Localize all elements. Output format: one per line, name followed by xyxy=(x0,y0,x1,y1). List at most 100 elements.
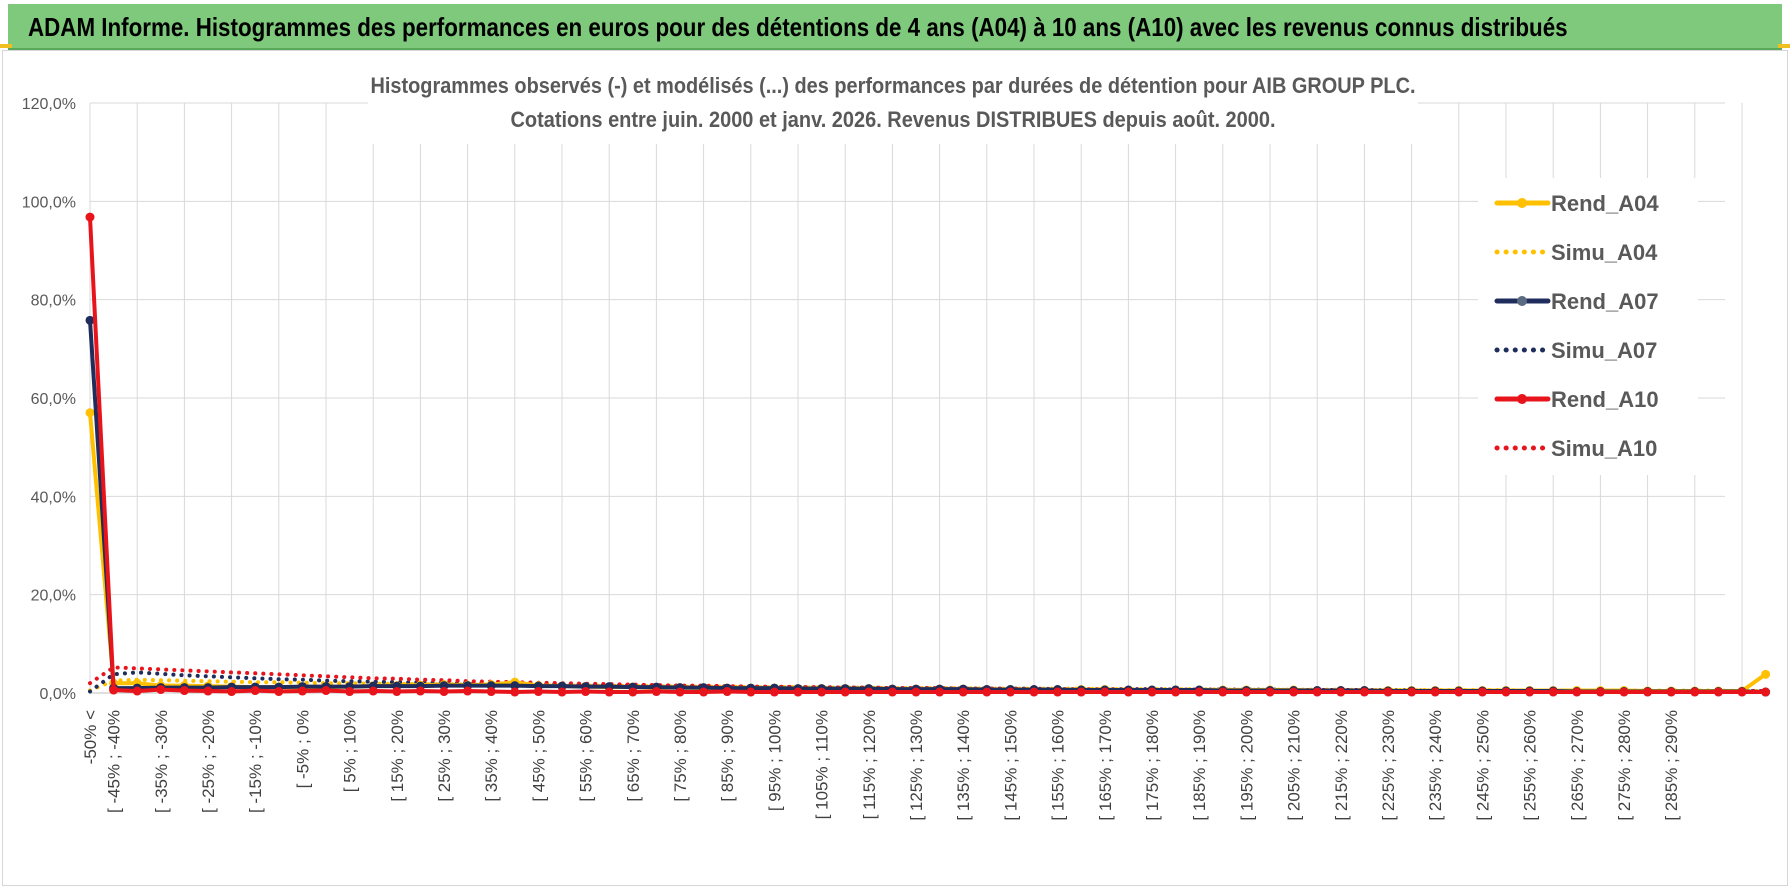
x-tick-label: [ 265% ; 270% xyxy=(1568,710,1587,821)
data-point-rend-a10 xyxy=(557,687,567,697)
legend-label-simu-a10: Simu_A10 xyxy=(1551,436,1657,461)
data-point-rend-a10 xyxy=(274,687,284,697)
data-point-rend-a10 xyxy=(722,687,732,697)
data-point-rend-a07 xyxy=(85,315,95,325)
data-point-rend-a10 xyxy=(1383,687,1393,697)
data-point-rend-a10 xyxy=(1643,687,1653,697)
data-point-rend-a10 xyxy=(1713,687,1723,697)
data-point-rend-a10 xyxy=(699,687,709,697)
x-tick-label: [ 45% ; 50% xyxy=(529,710,548,802)
x-tick-label: [ 235% ; 240% xyxy=(1426,710,1445,821)
legend-label-rend-a04: Rend_A04 xyxy=(1551,191,1659,216)
data-point-rend-a10 xyxy=(392,687,402,697)
x-tick-label: [ 65% ; 70% xyxy=(624,710,643,802)
data-point-rend-a10 xyxy=(227,687,237,697)
data-point-rend-a10 xyxy=(1336,687,1346,697)
data-point-rend-a10 xyxy=(345,687,355,697)
data-point-rend-a10 xyxy=(581,687,591,697)
legend-label-simu-a07: Simu_A07 xyxy=(1551,338,1657,363)
y-tick-label: 40,0% xyxy=(31,489,76,506)
x-tick-label: [ 125% ; 130% xyxy=(907,710,926,821)
chart-title-line-1: Histogrammes observés (-) et modélisés (… xyxy=(371,73,1416,98)
data-point-rend-a10 xyxy=(533,687,543,697)
chart-frame xyxy=(2,50,1788,886)
data-point-rend-a10 xyxy=(1525,687,1535,697)
data-point-rend-a10 xyxy=(1241,687,1251,697)
data-point-rend-a10 xyxy=(132,686,142,696)
data-point-rend-a10 xyxy=(297,686,307,696)
x-tick-label: [ -35% ; -30% xyxy=(152,710,171,813)
x-tick-label: -50% < xyxy=(81,710,100,764)
data-point-rend-a10 xyxy=(203,686,213,696)
data-point-rend-a10 xyxy=(769,687,779,697)
legend-label-simu-a04: Simu_A04 xyxy=(1551,240,1658,265)
y-tick-label: 80,0% xyxy=(31,293,76,310)
x-tick-label: [ 115% ; 120% xyxy=(860,710,879,819)
x-tick-label: [ -45% ; -40% xyxy=(105,710,124,813)
data-point-rend-a10 xyxy=(415,686,425,696)
data-point-rend-a10 xyxy=(1737,687,1747,697)
data-point-rend-a10 xyxy=(1501,687,1511,697)
data-point-rend-a10 xyxy=(628,687,638,697)
data-point-rend-a10 xyxy=(486,687,496,697)
data-point-rend-a10 xyxy=(1477,687,1487,697)
data-point-rend-a10 xyxy=(958,687,968,697)
data-point-rend-a10 xyxy=(1289,687,1299,697)
data-point-rend-a10 xyxy=(179,686,189,696)
data-point-rend-a10 xyxy=(510,687,520,697)
data-point-rend-a10 xyxy=(1572,687,1582,697)
series-layer xyxy=(85,212,1771,697)
subtitle-background xyxy=(368,70,1418,144)
data-point-rend-a10 xyxy=(864,687,874,697)
data-point-rend-a10 xyxy=(1595,687,1605,697)
data-point-rend-a10 xyxy=(1005,687,1015,697)
data-point-rend-a10 xyxy=(911,687,921,697)
data-point-rend-a10 xyxy=(109,685,119,695)
x-tick-label: [ 155% ; 160% xyxy=(1049,710,1068,821)
data-point-rend-a10 xyxy=(982,687,992,697)
data-point-rend-a10 xyxy=(463,686,473,696)
x-tick-label: [ 135% ; 140% xyxy=(954,710,973,821)
data-point-rend-a10 xyxy=(1666,687,1676,697)
legend-label-rend-a10: Rend_A10 xyxy=(1551,387,1659,412)
x-tick-label: [ 35% ; 40% xyxy=(482,710,501,802)
data-point-rend-a10 xyxy=(1100,687,1110,697)
x-tick-label: [ 15% ; 20% xyxy=(388,710,407,802)
x-tick-label: [ -5% ; 0% xyxy=(293,710,312,788)
x-tick-label: [ -15% ; -10% xyxy=(246,710,265,813)
x-tick-label: [ 285% ; 290% xyxy=(1662,710,1681,821)
x-tick-label: [ 205% ; 210% xyxy=(1285,710,1304,821)
y-tick-label: 120,0% xyxy=(22,96,76,113)
data-point-rend-a10 xyxy=(1029,687,1039,697)
y-tick-label: 20,0% xyxy=(31,588,76,605)
y-axis-ticks: 0,0% 20,0% 40,0% 60,0% 80,0% 100,0% 120,0% xyxy=(22,96,76,703)
data-point-rend-a10 xyxy=(651,687,661,697)
legend-marker-rend-a07 xyxy=(1517,296,1527,306)
data-point-rend-a10 xyxy=(887,687,897,697)
data-point-rend-a10 xyxy=(1147,687,1157,697)
data-point-rend-a10 xyxy=(1171,687,1181,697)
x-axis-ticks: -50% < [ -45% ; -40% [ -35% ; -30% [ -25% ;… xyxy=(81,710,1681,821)
data-point-rend-a10 xyxy=(1761,687,1771,697)
corner-accent-right xyxy=(1778,44,1790,48)
data-point-rend-a10 xyxy=(1690,687,1700,697)
y-tick-label: 60,0% xyxy=(31,391,76,408)
y-tick-label: 0,0% xyxy=(40,686,76,703)
data-point-rend-a10 xyxy=(675,687,685,697)
data-point-rend-a10 xyxy=(935,687,945,697)
corner-accent-left xyxy=(0,44,12,48)
data-point-rend-a10 xyxy=(1619,687,1629,697)
data-point-rend-a10 xyxy=(1218,687,1228,697)
x-tick-label: [ 215% ; 220% xyxy=(1332,710,1351,821)
data-point-rend-a10 xyxy=(1123,687,1133,697)
x-tick-label: [ -25% ; -20% xyxy=(199,710,218,813)
x-tick-label: [ 95% ; 100% xyxy=(765,710,784,811)
x-tick-label: [ 245% ; 250% xyxy=(1473,710,1492,821)
data-point-rend-a10 xyxy=(1407,687,1417,697)
data-point-rend-a10 xyxy=(1265,687,1275,697)
x-tick-label: [ 275% ; 280% xyxy=(1615,710,1634,821)
data-point-rend-a10 xyxy=(840,687,850,697)
x-tick-label: [ 225% ; 230% xyxy=(1379,710,1398,821)
data-point-rend-a10 xyxy=(793,687,803,697)
